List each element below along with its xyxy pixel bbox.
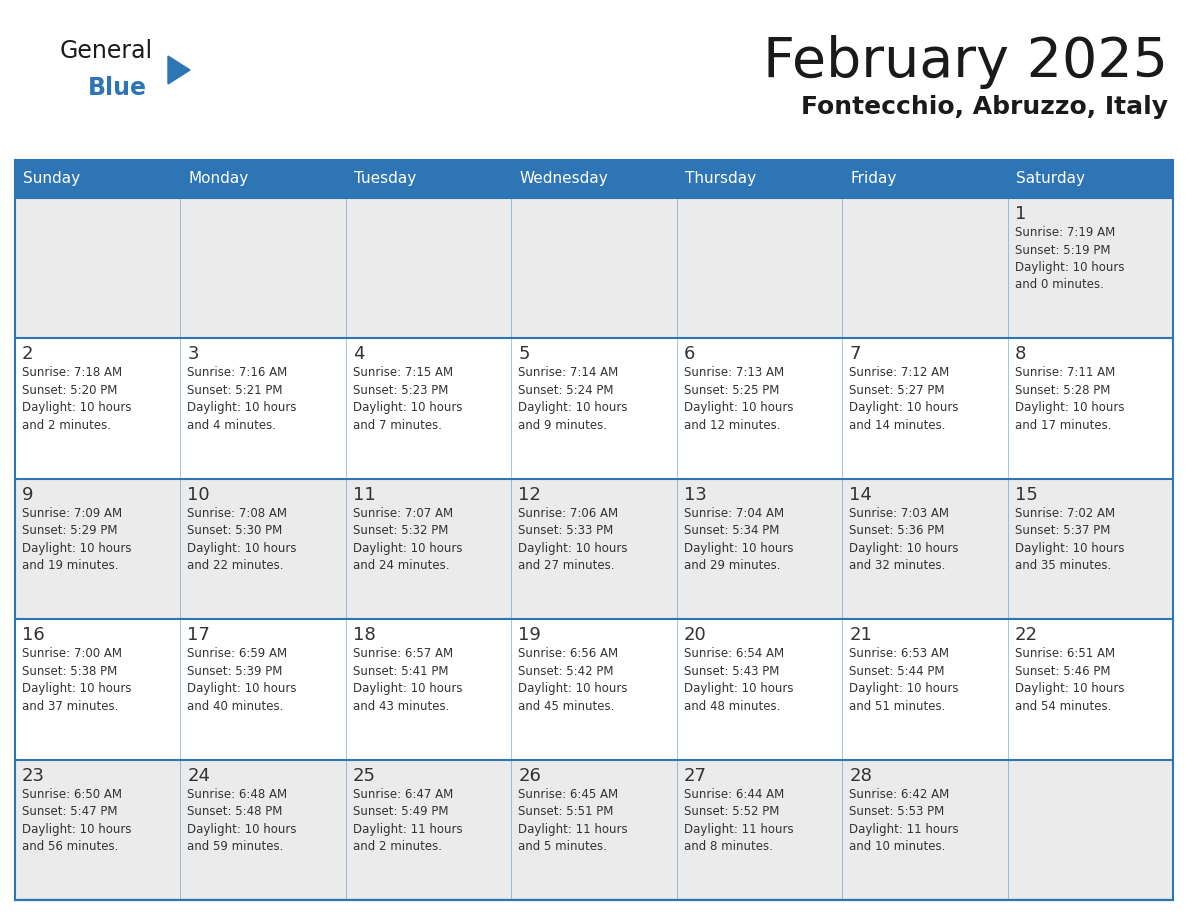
Text: Sunday: Sunday [23,172,80,186]
Text: Sunrise: 7:06 AM
Sunset: 5:33 PM
Daylight: 10 hours
and 27 minutes.: Sunrise: 7:06 AM Sunset: 5:33 PM Dayligh… [518,507,627,572]
Text: Sunrise: 7:12 AM
Sunset: 5:27 PM
Daylight: 10 hours
and 14 minutes.: Sunrise: 7:12 AM Sunset: 5:27 PM Dayligh… [849,366,959,431]
Text: Blue: Blue [88,76,147,100]
Text: Sunrise: 6:57 AM
Sunset: 5:41 PM
Daylight: 10 hours
and 43 minutes.: Sunrise: 6:57 AM Sunset: 5:41 PM Dayligh… [353,647,462,712]
Bar [15,339,1173,479]
Text: 21: 21 [849,626,872,644]
Bar [15,759,1173,900]
Text: 13: 13 [684,486,707,504]
Text: Sunrise: 7:18 AM
Sunset: 5:20 PM
Daylight: 10 hours
and 2 minutes.: Sunrise: 7:18 AM Sunset: 5:20 PM Dayligh… [23,366,132,431]
Text: 1: 1 [1015,205,1026,223]
Bar [15,198,1173,339]
Text: 17: 17 [188,626,210,644]
Text: Sunrise: 6:59 AM
Sunset: 5:39 PM
Daylight: 10 hours
and 40 minutes.: Sunrise: 6:59 AM Sunset: 5:39 PM Dayligh… [188,647,297,712]
Text: Sunrise: 6:44 AM
Sunset: 5:52 PM
Daylight: 11 hours
and 8 minutes.: Sunrise: 6:44 AM Sunset: 5:52 PM Dayligh… [684,788,794,853]
Text: Sunrise: 6:50 AM
Sunset: 5:47 PM
Daylight: 10 hours
and 56 minutes.: Sunrise: 6:50 AM Sunset: 5:47 PM Dayligh… [23,788,132,853]
Text: 7: 7 [849,345,860,364]
Text: Sunrise: 6:53 AM
Sunset: 5:44 PM
Daylight: 10 hours
and 51 minutes.: Sunrise: 6:53 AM Sunset: 5:44 PM Dayligh… [849,647,959,712]
Text: Friday: Friday [851,172,897,186]
Text: 22: 22 [1015,626,1037,644]
Text: Sunrise: 6:51 AM
Sunset: 5:46 PM
Daylight: 10 hours
and 54 minutes.: Sunrise: 6:51 AM Sunset: 5:46 PM Dayligh… [1015,647,1124,712]
Text: Sunrise: 7:00 AM
Sunset: 5:38 PM
Daylight: 10 hours
and 37 minutes.: Sunrise: 7:00 AM Sunset: 5:38 PM Dayligh… [23,647,132,712]
Text: Sunrise: 7:09 AM
Sunset: 5:29 PM
Daylight: 10 hours
and 19 minutes.: Sunrise: 7:09 AM Sunset: 5:29 PM Dayligh… [23,507,132,572]
Text: Sunrise: 7:13 AM
Sunset: 5:25 PM
Daylight: 10 hours
and 12 minutes.: Sunrise: 7:13 AM Sunset: 5:25 PM Dayligh… [684,366,794,431]
Text: 28: 28 [849,767,872,785]
Text: February 2025: February 2025 [763,35,1168,89]
Text: Sunrise: 7:19 AM
Sunset: 5:19 PM
Daylight: 10 hours
and 0 minutes.: Sunrise: 7:19 AM Sunset: 5:19 PM Dayligh… [1015,226,1124,292]
Text: 25: 25 [353,767,375,785]
Text: 5: 5 [518,345,530,364]
Text: 23: 23 [23,767,45,785]
Text: Sunrise: 6:45 AM
Sunset: 5:51 PM
Daylight: 11 hours
and 5 minutes.: Sunrise: 6:45 AM Sunset: 5:51 PM Dayligh… [518,788,628,853]
Text: 19: 19 [518,626,542,644]
Text: 10: 10 [188,486,210,504]
Text: Sunrise: 7:02 AM
Sunset: 5:37 PM
Daylight: 10 hours
and 35 minutes.: Sunrise: 7:02 AM Sunset: 5:37 PM Dayligh… [1015,507,1124,572]
Text: Sunrise: 7:16 AM
Sunset: 5:21 PM
Daylight: 10 hours
and 4 minutes.: Sunrise: 7:16 AM Sunset: 5:21 PM Dayligh… [188,366,297,431]
Text: Sunrise: 7:03 AM
Sunset: 5:36 PM
Daylight: 10 hours
and 32 minutes.: Sunrise: 7:03 AM Sunset: 5:36 PM Dayligh… [849,507,959,572]
Text: Sunrise: 6:42 AM
Sunset: 5:53 PM
Daylight: 11 hours
and 10 minutes.: Sunrise: 6:42 AM Sunset: 5:53 PM Dayligh… [849,788,959,853]
Text: 11: 11 [353,486,375,504]
Text: 6: 6 [684,345,695,364]
Text: 4: 4 [353,345,365,364]
Text: 16: 16 [23,626,45,644]
Text: 9: 9 [23,486,33,504]
Text: Thursday: Thursday [684,172,756,186]
Text: Sunrise: 7:14 AM
Sunset: 5:24 PM
Daylight: 10 hours
and 9 minutes.: Sunrise: 7:14 AM Sunset: 5:24 PM Dayligh… [518,366,627,431]
Text: 8: 8 [1015,345,1026,364]
Text: General: General [61,39,153,63]
Text: Saturday: Saturday [1016,172,1085,186]
Text: 3: 3 [188,345,198,364]
Text: 14: 14 [849,486,872,504]
Bar [15,620,1173,759]
Bar [15,160,1173,198]
Text: 27: 27 [684,767,707,785]
Text: Fontecchio, Abruzzo, Italy: Fontecchio, Abruzzo, Italy [801,95,1168,119]
Text: Sunrise: 7:07 AM
Sunset: 5:32 PM
Daylight: 10 hours
and 24 minutes.: Sunrise: 7:07 AM Sunset: 5:32 PM Dayligh… [353,507,462,572]
Text: Wednesday: Wednesday [519,172,608,186]
Text: 12: 12 [518,486,542,504]
Text: 18: 18 [353,626,375,644]
Text: 2: 2 [23,345,33,364]
Bar [15,479,1173,620]
Text: Tuesday: Tuesday [354,172,416,186]
Bar [15,160,1173,900]
Text: Monday: Monday [189,172,248,186]
Text: 20: 20 [684,626,707,644]
Text: Sunrise: 7:15 AM
Sunset: 5:23 PM
Daylight: 10 hours
and 7 minutes.: Sunrise: 7:15 AM Sunset: 5:23 PM Dayligh… [353,366,462,431]
Text: 24: 24 [188,767,210,785]
Text: Sunrise: 6:47 AM
Sunset: 5:49 PM
Daylight: 11 hours
and 2 minutes.: Sunrise: 6:47 AM Sunset: 5:49 PM Dayligh… [353,788,462,853]
Text: Sunrise: 6:54 AM
Sunset: 5:43 PM
Daylight: 10 hours
and 48 minutes.: Sunrise: 6:54 AM Sunset: 5:43 PM Dayligh… [684,647,794,712]
Text: Sunrise: 7:04 AM
Sunset: 5:34 PM
Daylight: 10 hours
and 29 minutes.: Sunrise: 7:04 AM Sunset: 5:34 PM Dayligh… [684,507,794,572]
Text: 26: 26 [518,767,542,785]
Text: 15: 15 [1015,486,1037,504]
Polygon shape [168,56,190,84]
Text: Sunrise: 6:56 AM
Sunset: 5:42 PM
Daylight: 10 hours
and 45 minutes.: Sunrise: 6:56 AM Sunset: 5:42 PM Dayligh… [518,647,627,712]
Text: Sunrise: 7:08 AM
Sunset: 5:30 PM
Daylight: 10 hours
and 22 minutes.: Sunrise: 7:08 AM Sunset: 5:30 PM Dayligh… [188,507,297,572]
Text: Sunrise: 7:11 AM
Sunset: 5:28 PM
Daylight: 10 hours
and 17 minutes.: Sunrise: 7:11 AM Sunset: 5:28 PM Dayligh… [1015,366,1124,431]
Text: Sunrise: 6:48 AM
Sunset: 5:48 PM
Daylight: 10 hours
and 59 minutes.: Sunrise: 6:48 AM Sunset: 5:48 PM Dayligh… [188,788,297,853]
